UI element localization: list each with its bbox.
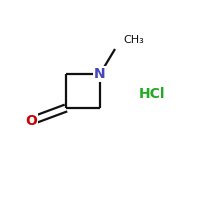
Text: CH₃: CH₃ <box>123 35 144 45</box>
Text: N: N <box>94 67 106 81</box>
Text: HCl: HCl <box>139 87 165 101</box>
Text: O: O <box>25 114 37 128</box>
